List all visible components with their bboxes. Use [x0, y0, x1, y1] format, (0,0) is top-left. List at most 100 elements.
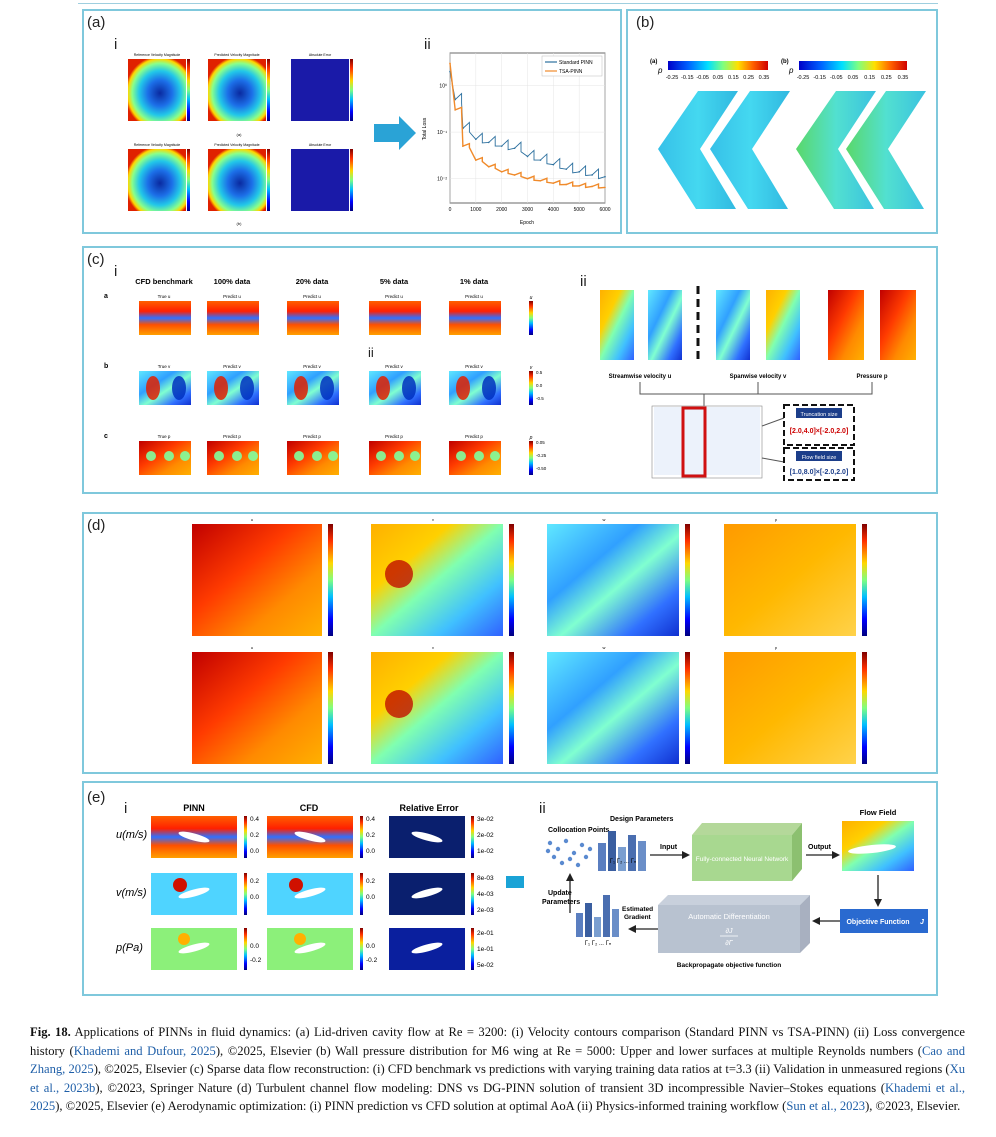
wing-upper-2 [710, 91, 790, 209]
e-tick-u: 0.0 [250, 848, 259, 855]
c-tick-p: -0.50 [536, 466, 547, 471]
loss-point [475, 159, 477, 161]
loss-point [449, 62, 451, 65]
loss-point [604, 175, 606, 178]
loss-xtick: 1000 [470, 207, 481, 213]
loss-point [539, 159, 542, 161]
c-cell-title: Predict v [385, 364, 403, 369]
wing-colorbar-tick: 0.25 [743, 75, 754, 81]
panel-d: (d) u v w p u v w p [82, 512, 938, 774]
wf-objective-sym: J [920, 919, 925, 926]
loss-point [539, 179, 542, 182]
c-tick-p: 0.05 [536, 440, 545, 445]
e-err-tick: 5e-02 [477, 962, 494, 969]
collocation-points-icon [545, 838, 593, 868]
loss-xtick: 2000 [496, 207, 507, 213]
sparse-reconstruction-grid: CFD benchmark 100% data 20% data 5% data 1% … [104, 277, 547, 475]
c-col-header: 5% data [380, 277, 409, 286]
panel-e-label: (e) [87, 789, 106, 806]
wing-colorbar-tick: -0.15 [813, 75, 826, 81]
c-cell-title: Predict v [223, 364, 241, 369]
loss-point [565, 183, 568, 186]
wf-parameters: Parameters [542, 899, 580, 906]
e-tick-p: -0.2 [250, 957, 262, 964]
panel-c-sub-ii: ii [580, 273, 587, 290]
caption-ref-3[interactable]: Xu et al., 2023b [30, 1062, 965, 1095]
wf-update: Update [548, 890, 572, 897]
unmeasured-region-validation: Streamwise velocity u Spanwise velocity … [600, 286, 916, 481]
c-col-header: CFD benchmark [135, 277, 193, 286]
loss-point [487, 141, 490, 144]
e-err-tick: 8e-03 [477, 875, 494, 882]
wf-gamma-bottom: Γ₁ Γ₂ ... Γₙ [585, 941, 612, 947]
panel-c-label: (c) [87, 251, 105, 268]
c-tick-v: -0.5 [536, 396, 544, 401]
d-bottom-title-w: w [603, 645, 606, 650]
wing-colorbar-tick: 0.25 [881, 75, 892, 81]
c-colorbar [529, 441, 533, 475]
d-bottom-title-u: u [251, 645, 253, 650]
c-cell-title: Predict p [223, 434, 241, 439]
c-field-cell [139, 301, 191, 335]
caption-text-1: Applications of PINNs in fluid dynamics:… [30, 1025, 965, 1058]
loss-point [552, 182, 555, 184]
loss-point [578, 171, 580, 173]
c-field-cell [449, 301, 501, 335]
e-err-tick: 2e-01 [477, 930, 494, 937]
wing-colorbar-tick: 0.35 [759, 75, 770, 81]
c-colorbar-label: p [529, 435, 533, 441]
c-cell-title: True p [158, 434, 171, 439]
thumb-title-4: Reference Velocity Magnitude [134, 143, 181, 147]
c-cell-title: Predict v [303, 364, 321, 369]
legend-standard: Standard PINN [559, 60, 593, 66]
caption-ref-5[interactable]: Sun et al., 2023 [786, 1099, 866, 1114]
thumb-sub-b: (b) [237, 221, 243, 226]
caption-ref-1[interactable]: Khademi and Dufour, 2025 [73, 1043, 216, 1058]
c-row-letter: b [104, 363, 108, 370]
c-cell-title: Predict u [385, 294, 403, 299]
c-cell-title: Predict u [465, 294, 483, 299]
loss-series-line [449, 63, 606, 189]
c-cell-title: True v [158, 364, 171, 369]
panel-e: (e) i ii PINN CFD Relative Error u(m/s) … [82, 781, 938, 996]
dgpinn-row: u v w p [192, 645, 867, 764]
caption-ref-4[interactable]: Khademi et al., 2025 [30, 1080, 965, 1114]
loss-point [578, 185, 580, 187]
top-rule [78, 3, 938, 4]
c-field-cell [369, 301, 421, 335]
loss-point [513, 174, 516, 176]
loss-xtick: 3000 [522, 207, 533, 213]
c-colorbar-label: v [530, 365, 533, 371]
c-field-cell [287, 301, 339, 335]
loss-point [565, 168, 568, 170]
loss-series-line [449, 71, 606, 180]
c-cell-title: Predict p [385, 434, 403, 439]
c-colorbar [529, 301, 533, 335]
loss-xtick: 5000 [574, 207, 585, 213]
loss-xtick: 0 [449, 207, 452, 213]
update-params-bars-icon [576, 895, 619, 937]
d-top-title-w: w [603, 517, 606, 522]
e-col-cfd: CFD [300, 803, 319, 813]
e-tick-v: 0.0 [250, 894, 259, 901]
panel-c-sub-ii-inner: ii [368, 345, 374, 360]
c-col-header: 100% data [214, 277, 252, 286]
thumb-sub-a: (a) [237, 132, 243, 137]
c-colorbar [529, 371, 533, 405]
c-tick-v: 0.5 [536, 370, 543, 375]
d-top-title-p: p [775, 517, 778, 522]
caption-text-4: ), ©2023, Springer Nature (d) Turbulent … [95, 1080, 885, 1095]
wing-var-b: p [788, 66, 794, 75]
c-cell-title: True u [158, 294, 171, 299]
wing-lower-2 [846, 91, 926, 209]
thumb-title-5: Predicted Velocity Magnitude [214, 143, 259, 147]
e-err-tick: 2e-02 [477, 832, 494, 839]
panel-c-sub-i: i [114, 263, 118, 280]
caption-ref-2[interactable]: Cao and Zhang, 2025 [30, 1043, 965, 1077]
e-col-pinn: PINN [183, 803, 205, 813]
d-top-title-u: u [251, 517, 253, 522]
label-spanwise: Spanwise velocity v [730, 374, 787, 380]
arrow-right-icon-2 [506, 870, 524, 894]
wing-pressure-figure: (a) p -0.25 -0.15 -0.05 0.05 0.15 0.25 0.35 (b… [650, 59, 926, 209]
loss-point [462, 145, 464, 147]
